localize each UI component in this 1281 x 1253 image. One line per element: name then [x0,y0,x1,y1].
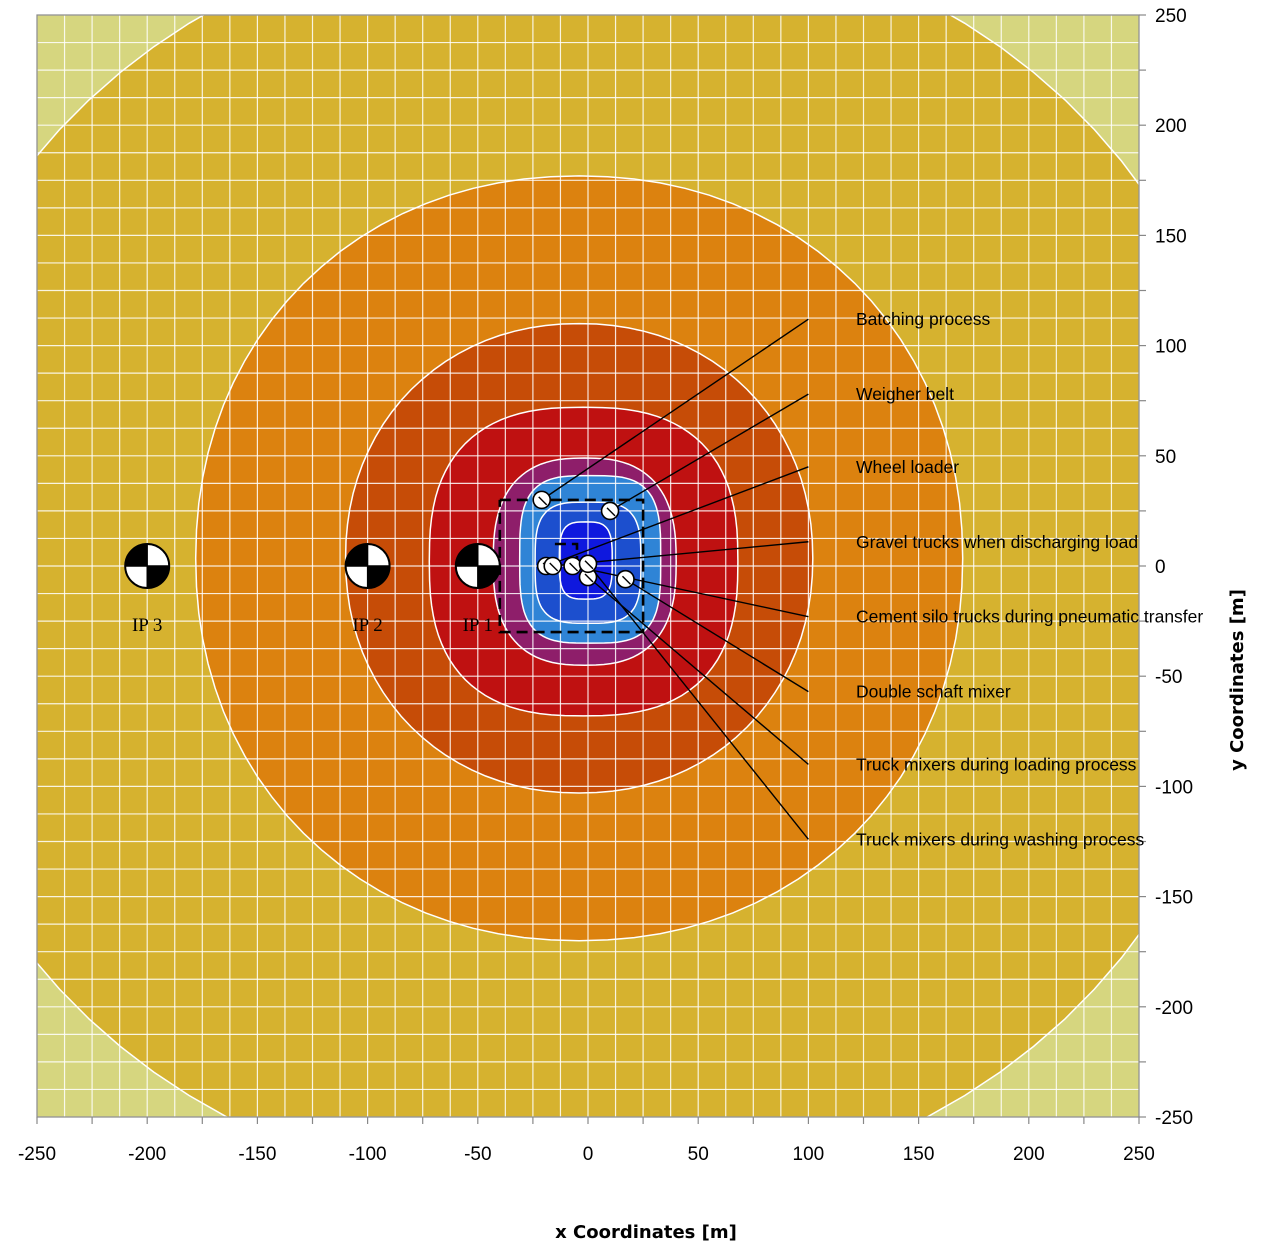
source-marker [543,556,563,576]
plot-area [37,15,1139,1117]
x-axis-title: x Coordinates [m] [555,1222,737,1243]
x-tick-label: 50 [688,1144,709,1165]
y-tick-labels: 250 200 150 100 50 0 -50 -100 -150 -200 -250 [1155,6,1193,1129]
x-tick-label: -250 [18,1144,56,1165]
source-label: Truck mixers during loading process [856,754,1137,774]
x-tick-label: -50 [464,1144,491,1165]
source-marker [532,490,552,510]
leader-lines [541,318,809,840]
gridlines [37,15,1139,1117]
immission-point [454,543,501,589]
leader-line [587,563,809,840]
source-marker [600,501,620,521]
axis-ticks [36,14,1146,1124]
source-marker [578,567,598,587]
source-label: Cement silo trucks during pneumatic tran… [856,607,1203,627]
y-tick-label: 0 [1155,557,1166,578]
source-labels: Batching process Weigher belt Wheel loader… [856,309,1203,849]
y-tick-label: -150 [1155,888,1193,909]
source-marker [563,556,582,576]
source-label: Wheel loader [856,457,959,477]
y-tick-label: 250 [1155,6,1187,27]
source-marker [616,569,635,589]
immission-point-label: IP 2 [352,615,382,636]
source-label: Double schaft mixer [856,682,1011,702]
immission-point-label: IP 3 [132,615,162,636]
y-tick-label: 100 [1155,337,1187,358]
leader-line [572,565,809,618]
source-marker [578,554,598,574]
immission-point-label: IP 1 [463,615,493,636]
y-tick-label: 200 [1155,116,1187,137]
source-label: Batching process [856,309,990,329]
leader-line [541,318,809,501]
leader-line [587,576,809,765]
immission-points: IP 3 IP 2 IP 1 [124,543,501,636]
x-tick-label: 200 [1013,1144,1045,1165]
x-tick-label: 250 [1123,1144,1155,1165]
source-label: Gravel trucks when discharging load [856,532,1138,552]
y-tick-label: -100 [1155,777,1193,798]
noise-sources [532,490,635,589]
leader-line [609,393,809,512]
x-tick-label: -150 [238,1144,276,1165]
y-tick-label: -50 [1155,667,1182,688]
immission-point [344,543,391,589]
x-tick-label: -100 [349,1144,387,1165]
x-tick-label: 150 [903,1144,935,1165]
x-tick-label: 100 [793,1144,825,1165]
y-tick-label: 50 [1155,447,1176,468]
y-axis-title: y Coordinates [m] [1227,589,1248,771]
x-tick-label: -200 [128,1144,166,1165]
leader-line [545,466,809,567]
y-tick-label: -250 [1155,1108,1193,1129]
y-tick-label: -200 [1155,998,1193,1019]
leader-line [625,578,809,693]
x-tick-labels: -250 -200 -150 -100 -50 0 50 100 150 200 250 [18,1144,1155,1165]
y-tick-label: 150 [1155,226,1187,247]
immission-point [124,543,171,589]
source-label: Truck mixers during washing process [856,829,1144,849]
x-tick-label: 0 [583,1144,594,1165]
source-label: Weigher belt [856,384,954,404]
